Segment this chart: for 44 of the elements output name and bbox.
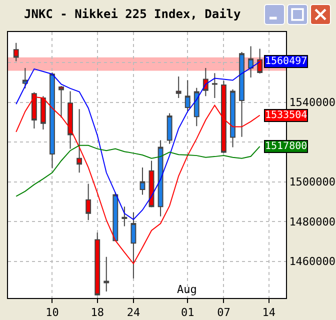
candlestick <box>212 72 218 98</box>
annotation: Aug <box>177 283 197 296</box>
data-label: 1560497 <box>265 56 308 67</box>
candlestick <box>58 86 64 118</box>
candlestick <box>230 88 236 148</box>
chart-title: JNKC - Nikkei 225 Index, Daily <box>24 7 241 21</box>
candlestick <box>239 52 244 138</box>
x-tick-label: 14 <box>262 306 276 320</box>
x-tick-label: 07 <box>217 306 230 320</box>
line-series <box>16 144 260 197</box>
candlestick <box>76 108 82 174</box>
candlestick <box>184 80 190 112</box>
candlestick <box>248 46 254 78</box>
candlestick <box>194 87 200 127</box>
x-tick-label: 24 <box>126 306 140 320</box>
candlestick <box>166 112 172 144</box>
x-tick-label: 10 <box>46 306 59 320</box>
line-series <box>16 61 260 220</box>
candlestick <box>40 96 46 130</box>
candlestick <box>140 166 146 196</box>
candlestick <box>130 212 136 279</box>
candlestick <box>158 140 164 217</box>
candlestick <box>257 48 263 74</box>
candlestick <box>176 76 182 98</box>
candlestick <box>86 183 92 221</box>
line-series <box>16 96 260 264</box>
candlestick <box>122 206 128 227</box>
x-tick-label: 01 <box>180 306 194 320</box>
x-tick-label: 18 <box>90 306 104 320</box>
candlestick <box>22 67 28 89</box>
candlestick <box>68 90 73 150</box>
y-tick-label: 1460000 <box>289 255 336 268</box>
candlestick <box>94 232 100 296</box>
candlestick <box>221 80 226 154</box>
candlestick <box>202 67 208 97</box>
candlestick <box>104 256 110 292</box>
candlestick <box>13 42 19 62</box>
y-tick-label: 1540000 <box>289 96 336 110</box>
y-tick-label: 1480000 <box>289 215 336 228</box>
data-label: 1533504 <box>265 110 308 121</box>
data-label: 1517800 <box>265 141 308 152</box>
candlestick <box>112 192 118 242</box>
y-tick-label: 1500000 <box>289 176 336 189</box>
candlestick <box>31 92 37 130</box>
